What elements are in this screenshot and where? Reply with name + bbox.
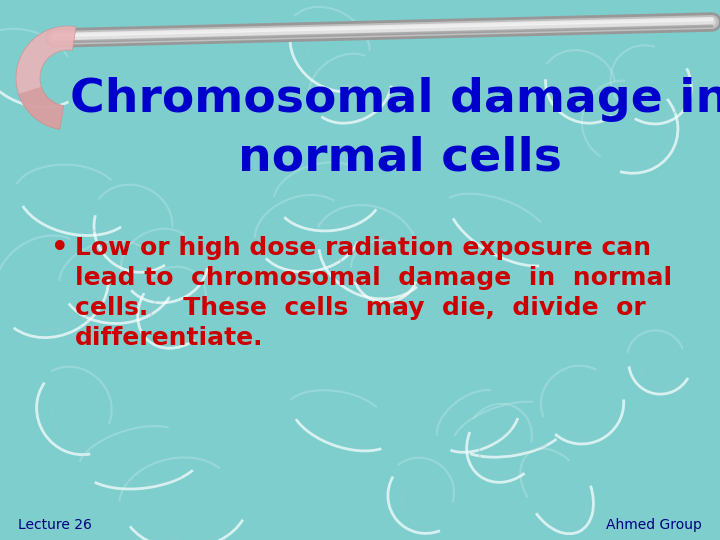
- Text: differentiate.: differentiate.: [75, 326, 264, 350]
- Text: lead to  chromosomal  damage  in  normal: lead to chromosomal damage in normal: [75, 266, 672, 290]
- Polygon shape: [19, 86, 63, 130]
- Text: Ahmed Group: Ahmed Group: [606, 518, 702, 532]
- Text: Lecture 26: Lecture 26: [18, 518, 92, 532]
- Text: •: •: [50, 232, 70, 265]
- Text: cells.    These  cells  may  die,  divide  or: cells. These cells may die, divide or: [75, 296, 646, 320]
- Text: Low or high dose radiation exposure can: Low or high dose radiation exposure can: [75, 236, 651, 260]
- Polygon shape: [16, 26, 76, 130]
- Text: normal cells: normal cells: [238, 136, 562, 180]
- Text: Chromosomal damage in: Chromosomal damage in: [71, 78, 720, 123]
